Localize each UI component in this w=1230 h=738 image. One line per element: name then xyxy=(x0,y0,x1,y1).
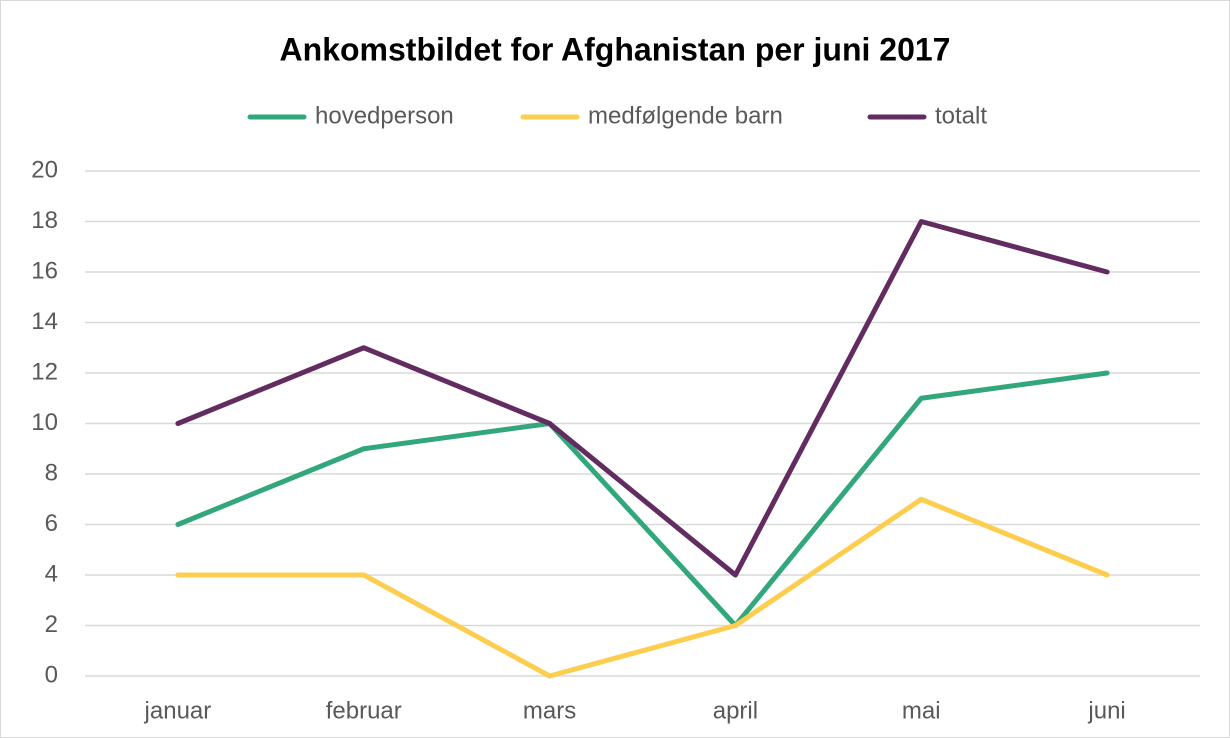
series-line xyxy=(175,219,1110,578)
y-tick-label: 10 xyxy=(31,409,58,436)
x-tick-label: februar xyxy=(326,697,402,724)
y-tick-label: 14 xyxy=(31,308,58,335)
y-tick-label: 12 xyxy=(31,358,58,385)
y-tick-label: 6 xyxy=(45,510,58,537)
x-tick-label: mars xyxy=(523,697,576,724)
legend-label: totalt xyxy=(935,102,987,129)
y-tick-label: 4 xyxy=(45,560,58,587)
x-tick-label: mai xyxy=(902,697,941,724)
legend-label: medfølgende barn xyxy=(588,102,783,129)
y-tick-label: 16 xyxy=(31,257,58,284)
series-line xyxy=(175,370,1110,628)
y-tick-label: 18 xyxy=(31,207,58,234)
y-tick-label: 20 xyxy=(31,156,58,183)
y-tick-label: 8 xyxy=(45,459,58,486)
legend-label: hovedperson xyxy=(315,102,454,129)
x-tick-label: april xyxy=(713,697,758,724)
x-tick-label: juni xyxy=(1087,697,1125,724)
y-tick-label: 0 xyxy=(45,661,58,688)
series-line xyxy=(175,496,1110,679)
chart-title: Ankomstbildet for Afghanistan per juni 2… xyxy=(280,31,951,67)
y-tick-label: 2 xyxy=(45,611,58,638)
x-tick-label: januar xyxy=(144,697,212,724)
